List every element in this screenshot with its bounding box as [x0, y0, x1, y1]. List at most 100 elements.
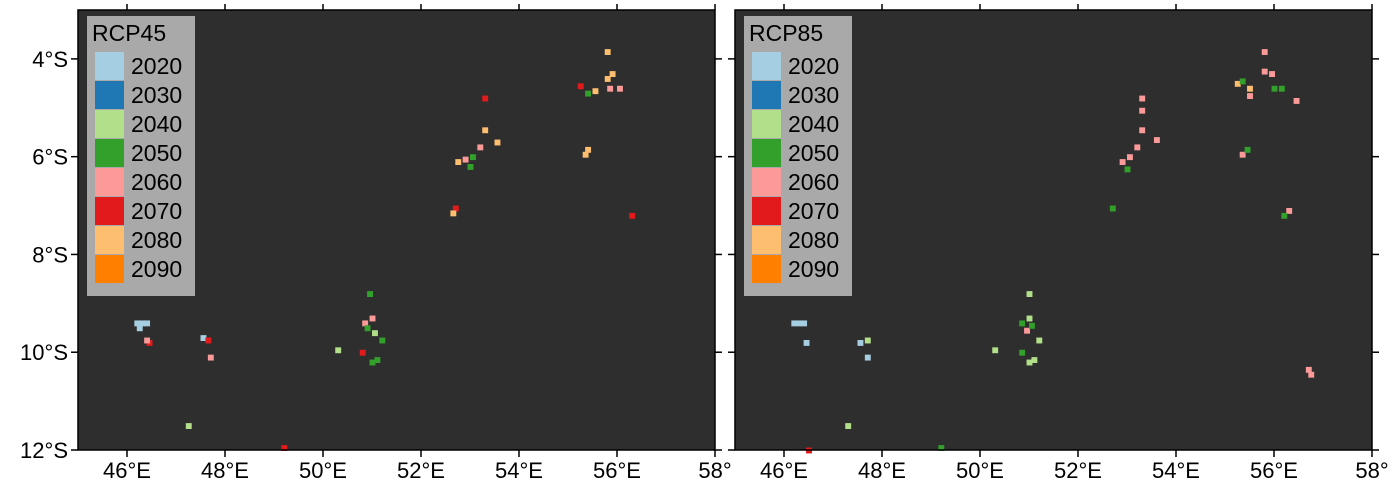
x-tick-label: 52°E: [397, 458, 445, 483]
legend-swatch-2040: [752, 110, 781, 138]
x-tick-label: 56°E: [1250, 458, 1298, 483]
grid-cell-2060: [1308, 372, 1314, 378]
grid-cell-2060: [144, 338, 150, 344]
legend-label-2040: 2040: [131, 111, 182, 137]
grid-cell-2040: [845, 423, 851, 429]
legend-label-2060: 2060: [788, 169, 839, 195]
grid-cell-2020: [865, 355, 871, 361]
grid-cell-2080: [593, 88, 599, 94]
x-tick-label: 46°E: [760, 458, 808, 483]
grid-cell-2050: [367, 291, 373, 297]
grid-cell-2080: [450, 210, 456, 216]
grid-cell-2040: [1031, 357, 1037, 363]
legend-swatch-2040: [95, 110, 124, 138]
legend-swatch-2060: [95, 168, 124, 196]
grid-cell-2080: [1247, 86, 1253, 92]
grid-cell-2050: [1279, 86, 1285, 92]
y-tick-label: 6°S: [32, 145, 68, 170]
grid-cell-2060: [607, 86, 613, 92]
y-tick-label: 4°S: [32, 47, 68, 72]
x-tick-label: 52°E: [1054, 458, 1102, 483]
legend-swatch-2090: [95, 255, 124, 283]
x-tick-label: 50°E: [299, 458, 347, 483]
grid-cell-2080: [455, 159, 461, 165]
grid-cell-2050: [365, 325, 371, 331]
grid-cell-2050: [374, 357, 380, 363]
grid-cell-2050: [468, 164, 474, 170]
grid-cell-2040: [335, 347, 341, 353]
legend-label-2090: 2090: [131, 256, 182, 282]
grid-cell-2070: [629, 213, 635, 219]
x-tick-label: 50°E: [956, 458, 1004, 483]
grid-cell-2070: [205, 338, 211, 344]
map-panel-rcp45: 46°E 48°E 50°E 52°E 54°E 56°E 58° 4°S 6°S 8°S 10°S…: [20, 4, 732, 483]
grid-cell-2060: [1247, 93, 1253, 99]
legend-label-2050: 2050: [788, 140, 839, 166]
map-panel-rcp85: 46°E 48°E 50°E 52°E 54°E 56°E 58° RCP85 2020 2030…: [728, 4, 1389, 483]
grid-cell-2060: [1294, 98, 1300, 104]
grid-cell-2060: [1127, 154, 1133, 160]
grid-cell-2060: [463, 157, 469, 163]
grid-cell-2040: [865, 338, 871, 344]
grid-cell-2080: [495, 140, 501, 146]
grid-cell-2040: [186, 423, 192, 429]
x-tick-label: 58°: [1355, 458, 1388, 483]
grid-cell-2020: [144, 320, 150, 326]
legend-swatch-2080: [752, 226, 781, 254]
legend-swatch-2060: [752, 168, 781, 196]
grid-cell-2050: [1019, 350, 1025, 356]
y-tick-label: 8°S: [32, 242, 68, 267]
y-tick-label: 10°S: [20, 340, 68, 365]
grid-cell-2070: [578, 83, 584, 89]
legend-label-2070: 2070: [131, 198, 182, 224]
grid-cell-2050: [470, 154, 476, 160]
x-tick-label: 46°E: [103, 458, 151, 483]
legend-label-2050: 2050: [131, 140, 182, 166]
legend-label-2080: 2080: [788, 227, 839, 253]
grid-cell-2040: [372, 330, 378, 336]
legend-swatch-2050: [752, 139, 781, 167]
legend-label-2080: 2080: [131, 227, 182, 253]
legend-swatch-2050: [95, 139, 124, 167]
grid-cell-2060: [208, 355, 214, 361]
legend-swatch-2020: [95, 52, 124, 80]
grid-cell-2060: [1262, 49, 1268, 55]
grid-cell-2080: [610, 71, 616, 77]
grid-cell-2040: [992, 347, 998, 353]
legend: RCP45 2020 2030 2040 2050 2060 2070 2080 2090: [87, 16, 195, 296]
grid-cell-2020: [137, 325, 143, 331]
grid-cell-2060: [1139, 127, 1145, 133]
grid-cell-2050: [1281, 213, 1287, 219]
grid-cell-2080: [605, 49, 611, 55]
x-tick-label: 58°: [698, 458, 731, 483]
grid-cell-2060: [1139, 108, 1145, 114]
grid-cell-2020: [801, 320, 807, 326]
grid-cell-2050: [1245, 147, 1251, 153]
legend-label-2070: 2070: [788, 198, 839, 224]
grid-cell-2060: [1120, 159, 1126, 165]
legend-swatch-2070: [95, 197, 124, 225]
grid-cell-2060: [1134, 144, 1140, 150]
legend-label-2090: 2090: [788, 256, 839, 282]
grid-cell-2070: [482, 96, 488, 102]
x-tick-label: 54°E: [1152, 458, 1200, 483]
grid-cell-2020: [858, 340, 864, 346]
grid-cell-2020: [804, 340, 810, 346]
grid-cell-2060: [477, 144, 483, 150]
grid-cell-2080: [482, 127, 488, 133]
grid-cell-2040: [1027, 291, 1033, 297]
grid-cell-2060: [1139, 96, 1145, 102]
grid-cell-2060: [1154, 137, 1160, 143]
grid-cell-2050: [1125, 166, 1131, 172]
x-tick-label: 56°E: [593, 458, 641, 483]
x-tick-label: 48°E: [858, 458, 906, 483]
legend-label-2020: 2020: [788, 53, 839, 79]
legend-title: RCP85: [749, 20, 823, 46]
grid-cell-2060: [370, 316, 376, 322]
legend-label-2030: 2030: [131, 82, 182, 108]
grid-cell-2080: [585, 147, 591, 153]
legend-swatch-2030: [752, 81, 781, 109]
grid-cell-2060: [617, 86, 623, 92]
legend-swatch-2030: [95, 81, 124, 109]
